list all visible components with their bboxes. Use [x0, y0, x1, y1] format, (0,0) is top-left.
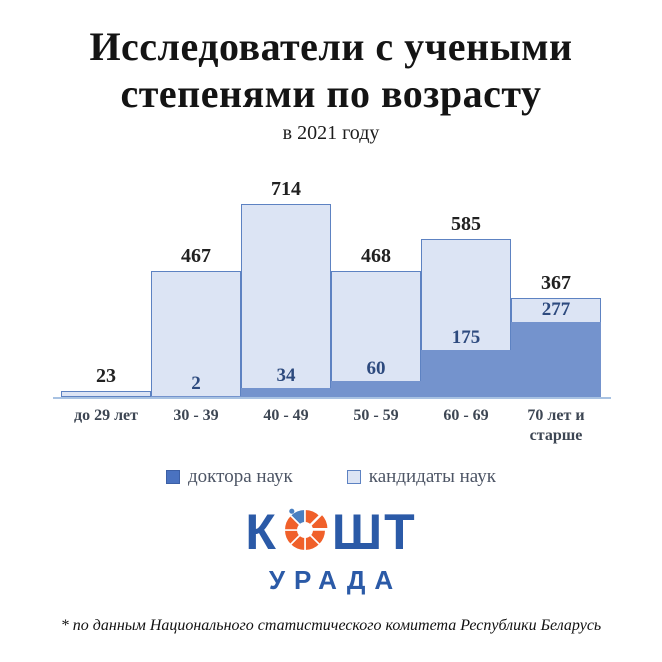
candidates-swatch-icon: [346, 469, 361, 484]
candidates-segment: 277: [511, 297, 601, 397]
total-value-label: 367: [541, 271, 571, 294]
x-axis-label: 50 - 59: [353, 406, 399, 424]
x-axis-label: 70 лет и старше: [527, 406, 585, 444]
x-axis-label: до 29 лет: [73, 406, 139, 424]
doctors-segment: [151, 395, 241, 397]
doctors-value-label: 277: [541, 298, 571, 320]
total-value-label: 467: [181, 244, 211, 267]
logo-text-left: К: [245, 503, 278, 560]
page-title-line1: Исследователи с учеными: [89, 24, 573, 69]
legend-label-doctors: доктора наук: [188, 465, 293, 487]
x-axis-labels: до 29 лет 30 - 39 40 - 49 50 - 59 60 - 69 70 …: [61, 397, 601, 446]
page-title-line2: степенями по возрасту: [120, 70, 542, 116]
x-axis-label: 40 - 49: [263, 406, 309, 424]
doctors-value-label: 60: [366, 357, 386, 379]
page-subtitle: в 2021 году: [282, 121, 380, 144]
candidates-segment: 175: [421, 238, 511, 397]
bar-column: 468 60: [331, 159, 421, 397]
bar-column: 367 277: [511, 159, 601, 397]
x-axis-label: 60 - 69: [443, 406, 489, 424]
bar-column: 23: [61, 159, 151, 397]
pie-chart-icon: [281, 506, 329, 562]
candidates-segment: [61, 390, 151, 397]
logo-line2: УРАДА: [268, 564, 403, 595]
logo-line1: К ШТ: [0, 504, 662, 560]
legend-label-candidates: кандидаты наук: [368, 465, 496, 487]
candidates-segment: 2: [151, 270, 241, 397]
doctors-segment: [421, 349, 511, 397]
total-value-label: 23: [96, 364, 116, 387]
doctors-value-label: 2: [191, 372, 201, 394]
chart-legend: доктора наук кандидаты наук: [0, 466, 662, 488]
logo-text-right: ШТ: [331, 503, 417, 560]
bar-column: 585 175: [421, 159, 511, 397]
bar-column: 714 34: [241, 159, 331, 397]
source-footnote: * по данным Национального статистическог…: [60, 616, 602, 634]
doctors-segment: [331, 380, 421, 397]
doctors-swatch-icon: [166, 469, 181, 484]
doctors-value-label: 175: [451, 326, 481, 348]
total-value-label: 585: [451, 212, 481, 235]
bar-column: 467 2: [151, 159, 241, 397]
doctors-value-label: 34: [276, 364, 296, 386]
title-block: Исследователи с учеными степенями по воз…: [0, 0, 662, 145]
candidates-segment: 60: [331, 270, 421, 397]
legend-item-candidates: кандидаты наук: [346, 465, 496, 488]
candidates-segment: 34: [241, 203, 331, 397]
x-axis-label: 30 - 39: [173, 406, 219, 424]
kosht-urada-logo: К ШТ: [0, 504, 662, 593]
plot-area: 23 467 2 714 34 468 60 585 175 367 277: [53, 159, 611, 399]
total-value-label: 468: [361, 244, 391, 267]
stacked-bar-chart: 23 467 2 714 34 468 60 585 175 367 277: [53, 159, 611, 399]
doctors-segment: [241, 387, 331, 397]
x-axis-line: [53, 396, 611, 399]
total-value-label: 714: [271, 177, 301, 200]
legend-item-doctors: доктора наук: [166, 466, 293, 488]
doctors-segment: [511, 321, 601, 397]
